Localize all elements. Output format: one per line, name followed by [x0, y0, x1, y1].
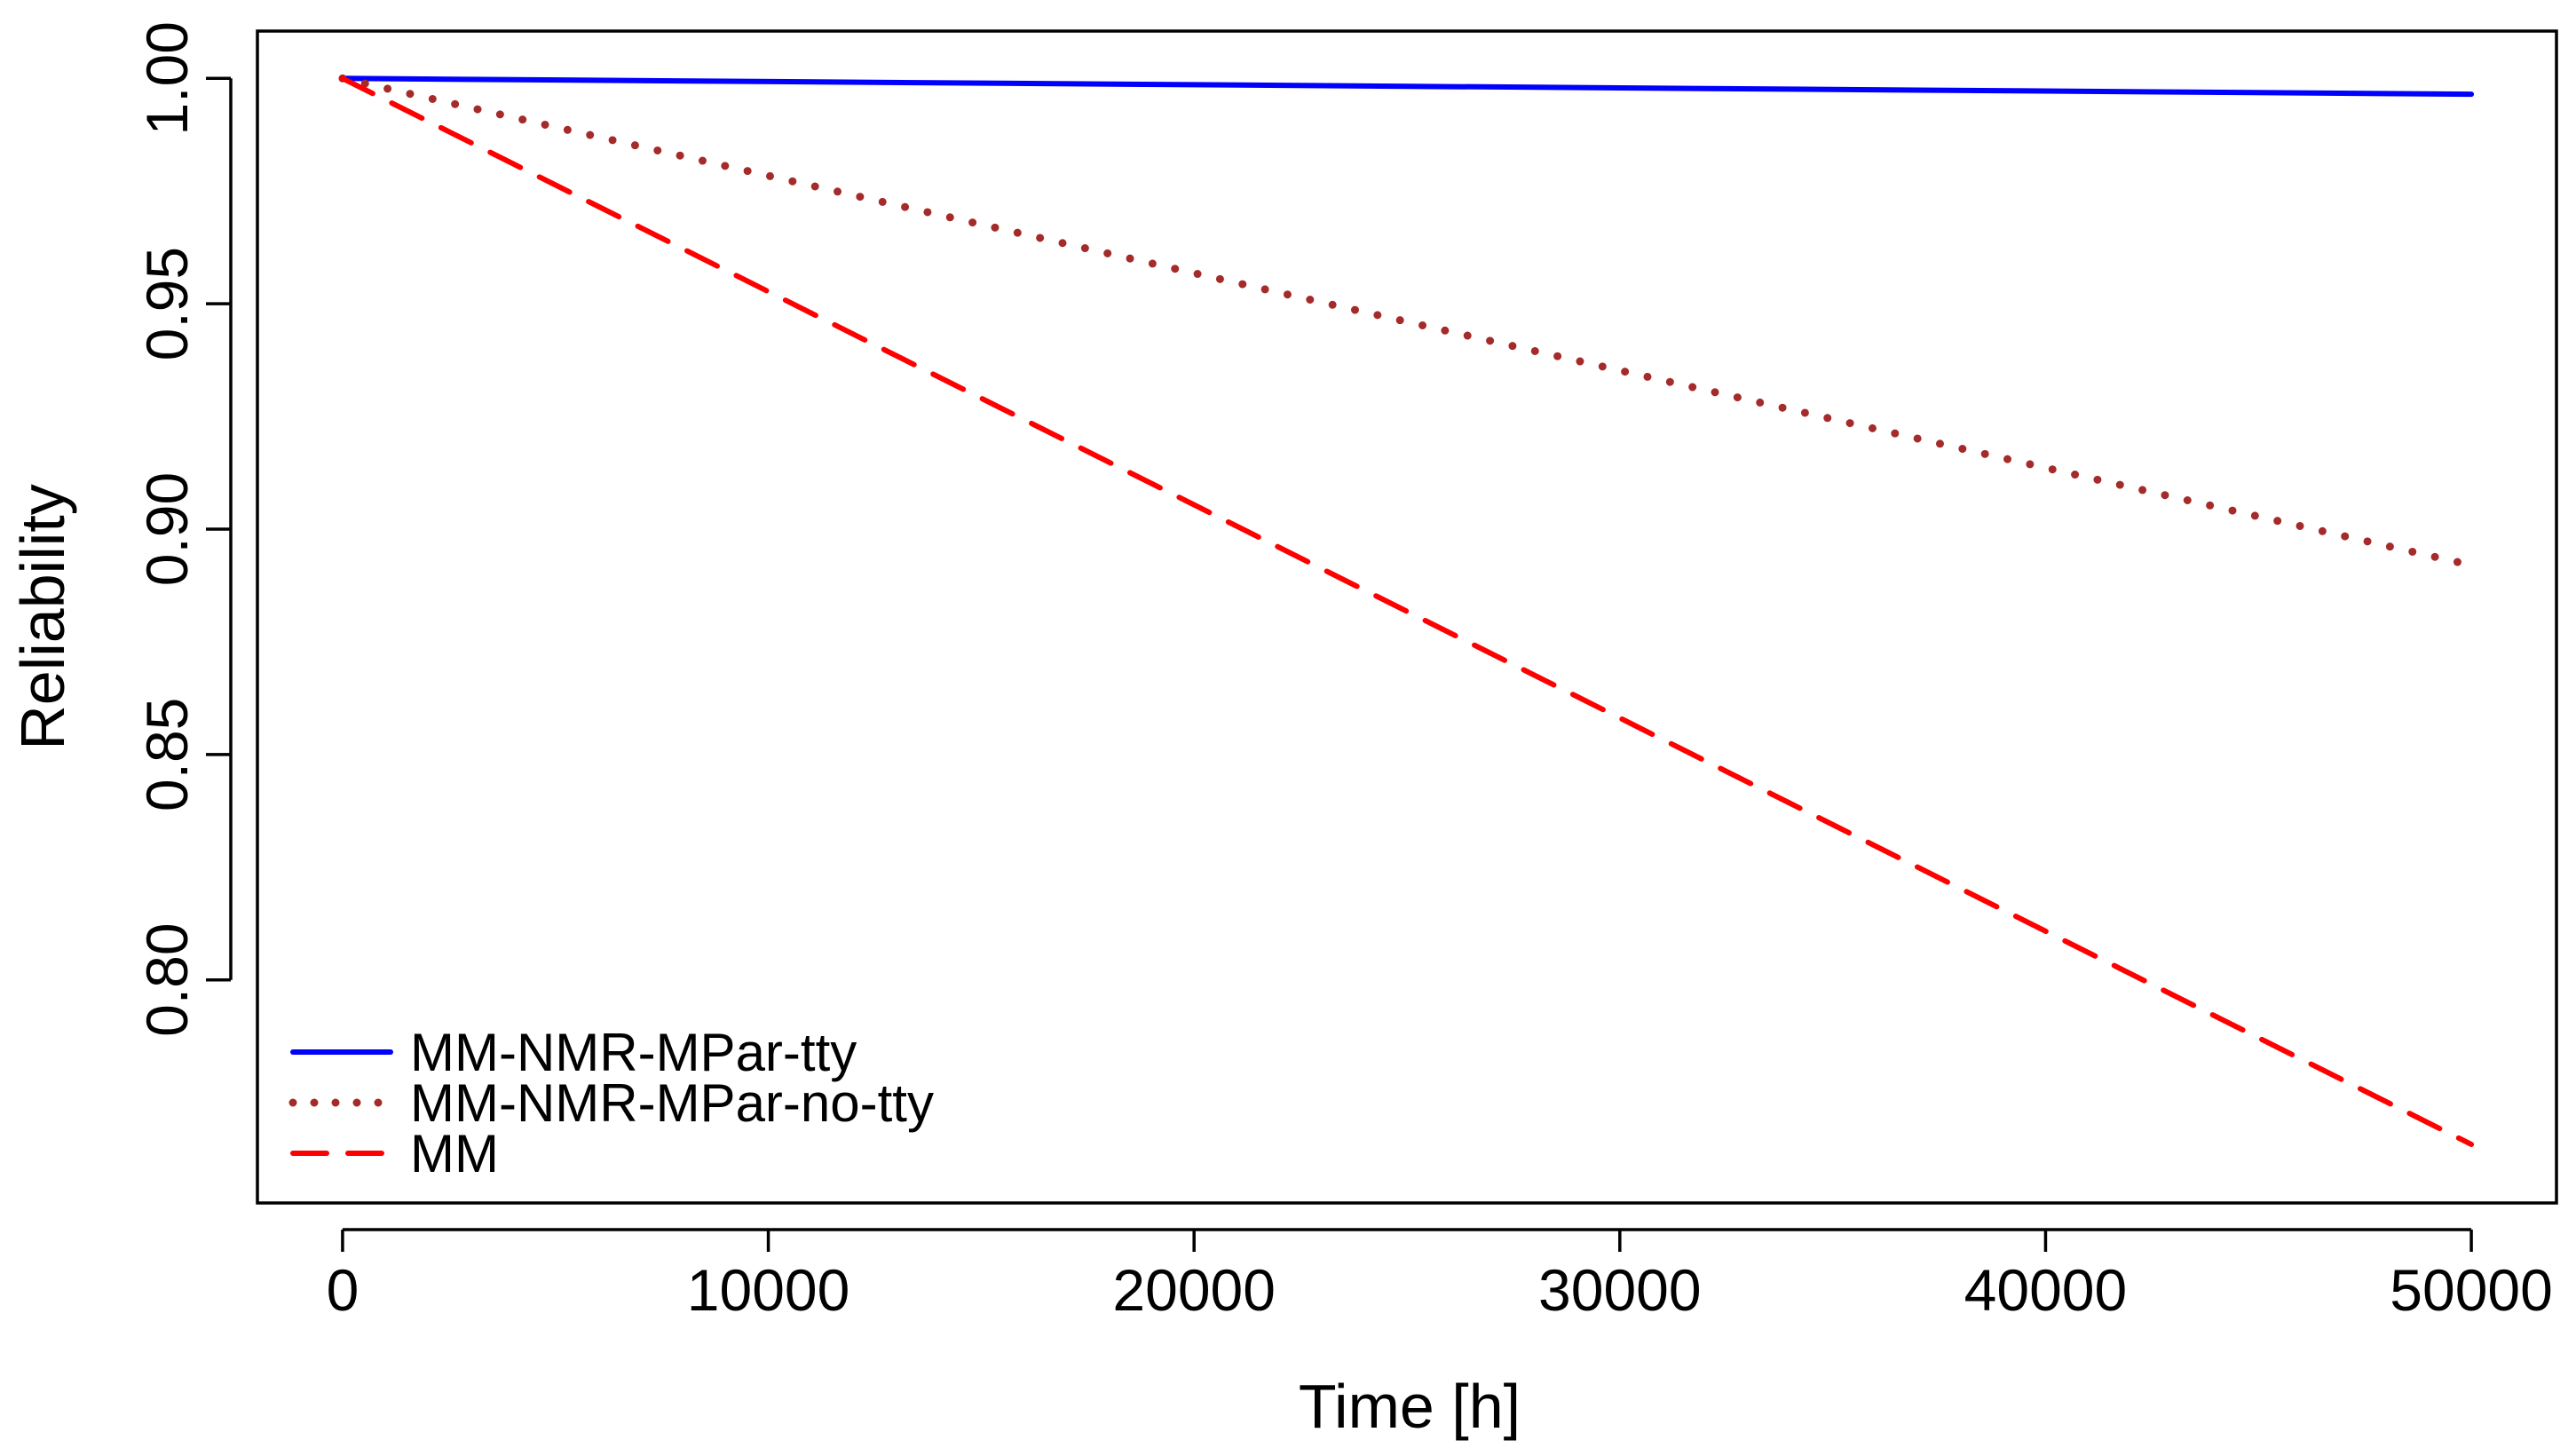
x-tick-label: 50000	[2390, 1257, 2553, 1323]
x-tick-label: 20000	[1112, 1257, 1276, 1323]
x-axis-title: Time [h]	[1299, 1372, 1521, 1441]
y-tick-label: 0.90	[134, 472, 200, 586]
legend-label: MM	[410, 1124, 499, 1183]
y-tick-label: 0.80	[134, 922, 200, 1036]
y-tick-label: 0.95	[134, 247, 200, 360]
x-axis: 0 10000 20000 30000 40000 50000	[327, 1228, 2553, 1323]
y-axis: 0.80 0.85 0.90 0.95 1.00	[134, 21, 233, 1037]
x-tick-label: 10000	[687, 1257, 850, 1323]
y-tick-label: 0.85	[134, 698, 200, 811]
x-tick-label: 0	[327, 1257, 360, 1323]
y-tick-label: 1.00	[134, 21, 200, 135]
series-line-mm-nmr-mpar-no-tty	[338, 74, 2476, 570]
x-tick-label: 30000	[1538, 1257, 1702, 1323]
y-axis-title: Reliability	[8, 484, 77, 750]
plot-frame	[256, 29, 2558, 1205]
legend-label: MM-NMR-MPar-no-tty	[410, 1073, 934, 1133]
series-line-mm-nmr-mpar-tty	[339, 75, 2475, 98]
series-layer	[338, 74, 2476, 1147]
series-line-mm	[339, 75, 2475, 1147]
x-tick-label: 40000	[1964, 1257, 2128, 1323]
legend-label: MM-NMR-MPar-tty	[410, 1023, 857, 1082]
